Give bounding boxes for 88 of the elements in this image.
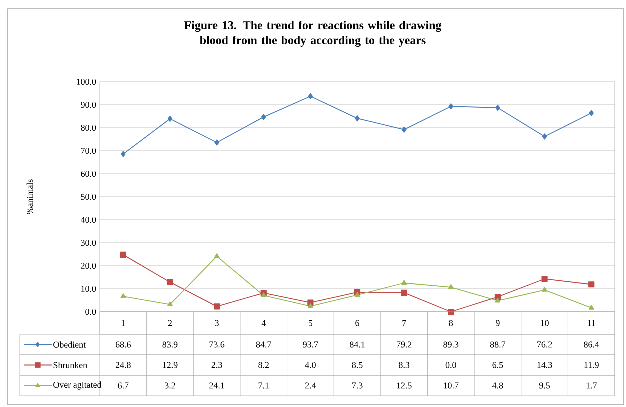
data-label: 76.2 xyxy=(538,342,552,348)
data-label: 83.9 xyxy=(162,342,178,348)
y-tick-label: 80.0 xyxy=(81,124,96,132)
point xyxy=(168,302,173,306)
point xyxy=(308,93,314,100)
y-tick-label: 90.0 xyxy=(81,102,96,108)
point xyxy=(168,116,173,122)
x-tick-label: 11 xyxy=(588,320,596,326)
x-tick-label: 9 xyxy=(496,320,500,326)
y-tick-label: 60.0 xyxy=(81,170,96,178)
data-label: 4.0 xyxy=(305,362,316,368)
point xyxy=(120,294,126,298)
data-label: 0.0 xyxy=(446,362,456,368)
point xyxy=(261,114,266,120)
point xyxy=(401,290,408,296)
data-label: 8.5 xyxy=(352,362,363,368)
data-label: 93.7 xyxy=(303,342,318,348)
point xyxy=(402,280,408,285)
x-tick-label: 7 xyxy=(402,320,406,326)
data-label: 7.3 xyxy=(352,382,363,389)
data-label: 12.9 xyxy=(163,362,178,368)
legend-label: Over agitated xyxy=(54,382,102,390)
point xyxy=(261,292,267,298)
data-label: 3.2 xyxy=(165,382,176,389)
data-label: 24.1 xyxy=(210,382,224,389)
point xyxy=(448,284,454,290)
data-label: 89.3 xyxy=(444,342,459,348)
point xyxy=(496,104,500,112)
data-label: 73.6 xyxy=(210,342,225,348)
point xyxy=(214,304,220,310)
point xyxy=(214,254,220,258)
data-label: 7.1 xyxy=(258,382,269,389)
y-tick-label: 70.0 xyxy=(81,148,96,154)
y-tick-label: 40.0 xyxy=(80,216,96,224)
point xyxy=(402,126,407,133)
data-label: 24.8 xyxy=(116,362,131,368)
y-tick-label: 20.0 xyxy=(81,262,96,270)
data-label: 4.8 xyxy=(492,382,504,389)
x-tick-label: 3 xyxy=(215,320,219,326)
y-axis-title: %animals xyxy=(26,180,34,214)
data-label: 10.7 xyxy=(444,382,459,389)
data-label: 79.2 xyxy=(397,342,412,348)
data-label: 84.7 xyxy=(256,342,272,348)
data-label: 88.7 xyxy=(490,342,506,348)
point xyxy=(588,305,594,310)
data-label: 12.5 xyxy=(397,382,412,389)
data-label: 84.1 xyxy=(350,342,365,348)
data-label: 8.2 xyxy=(258,362,269,368)
data-label: 14.3 xyxy=(538,362,552,368)
data-label: 11.9 xyxy=(584,362,599,368)
point xyxy=(542,134,548,140)
data-label: 9.5 xyxy=(539,382,550,389)
point xyxy=(355,116,360,122)
legend-label: Shrunken xyxy=(54,362,88,368)
x-tick-label: 10 xyxy=(541,320,549,326)
point xyxy=(542,276,548,282)
legend-label: Obedient xyxy=(54,342,86,348)
y-tick-label: 50.0 xyxy=(81,194,96,200)
x-tick-label: 6 xyxy=(356,320,360,326)
y-tick-label: 30.0 xyxy=(81,240,96,246)
point xyxy=(308,303,314,308)
chart-title: Figure 13. The trend for reactions while drawing blood from the body according to the years xyxy=(184,20,442,47)
data-label: 2.3 xyxy=(212,362,222,368)
data-label: 1.7 xyxy=(586,382,597,389)
y-tick-label: 0.0 xyxy=(86,308,96,316)
point xyxy=(167,279,174,286)
x-tick-label: 2 xyxy=(168,320,172,326)
point xyxy=(120,252,126,258)
x-tick-label: 8 xyxy=(449,320,454,326)
point xyxy=(354,292,360,297)
point xyxy=(542,287,548,292)
data-label: 6.5 xyxy=(492,362,504,368)
point xyxy=(588,282,595,288)
data-label: 86.4 xyxy=(584,342,600,348)
y-tick-label: 10.0 xyxy=(82,286,96,292)
data-label: 6.7 xyxy=(118,382,129,389)
point xyxy=(214,140,220,146)
y-tick-label: 100.0 xyxy=(77,78,96,86)
x-tick-label: 5 xyxy=(308,320,313,326)
x-tick-label: 4 xyxy=(262,320,266,326)
point xyxy=(121,151,126,158)
data-label: 68.6 xyxy=(116,342,131,348)
point xyxy=(589,110,594,116)
point xyxy=(448,104,454,110)
x-tick-label: 1 xyxy=(122,320,126,326)
data-label: 8.3 xyxy=(399,362,410,368)
point xyxy=(495,298,501,303)
data-label: 2.4 xyxy=(305,382,316,389)
